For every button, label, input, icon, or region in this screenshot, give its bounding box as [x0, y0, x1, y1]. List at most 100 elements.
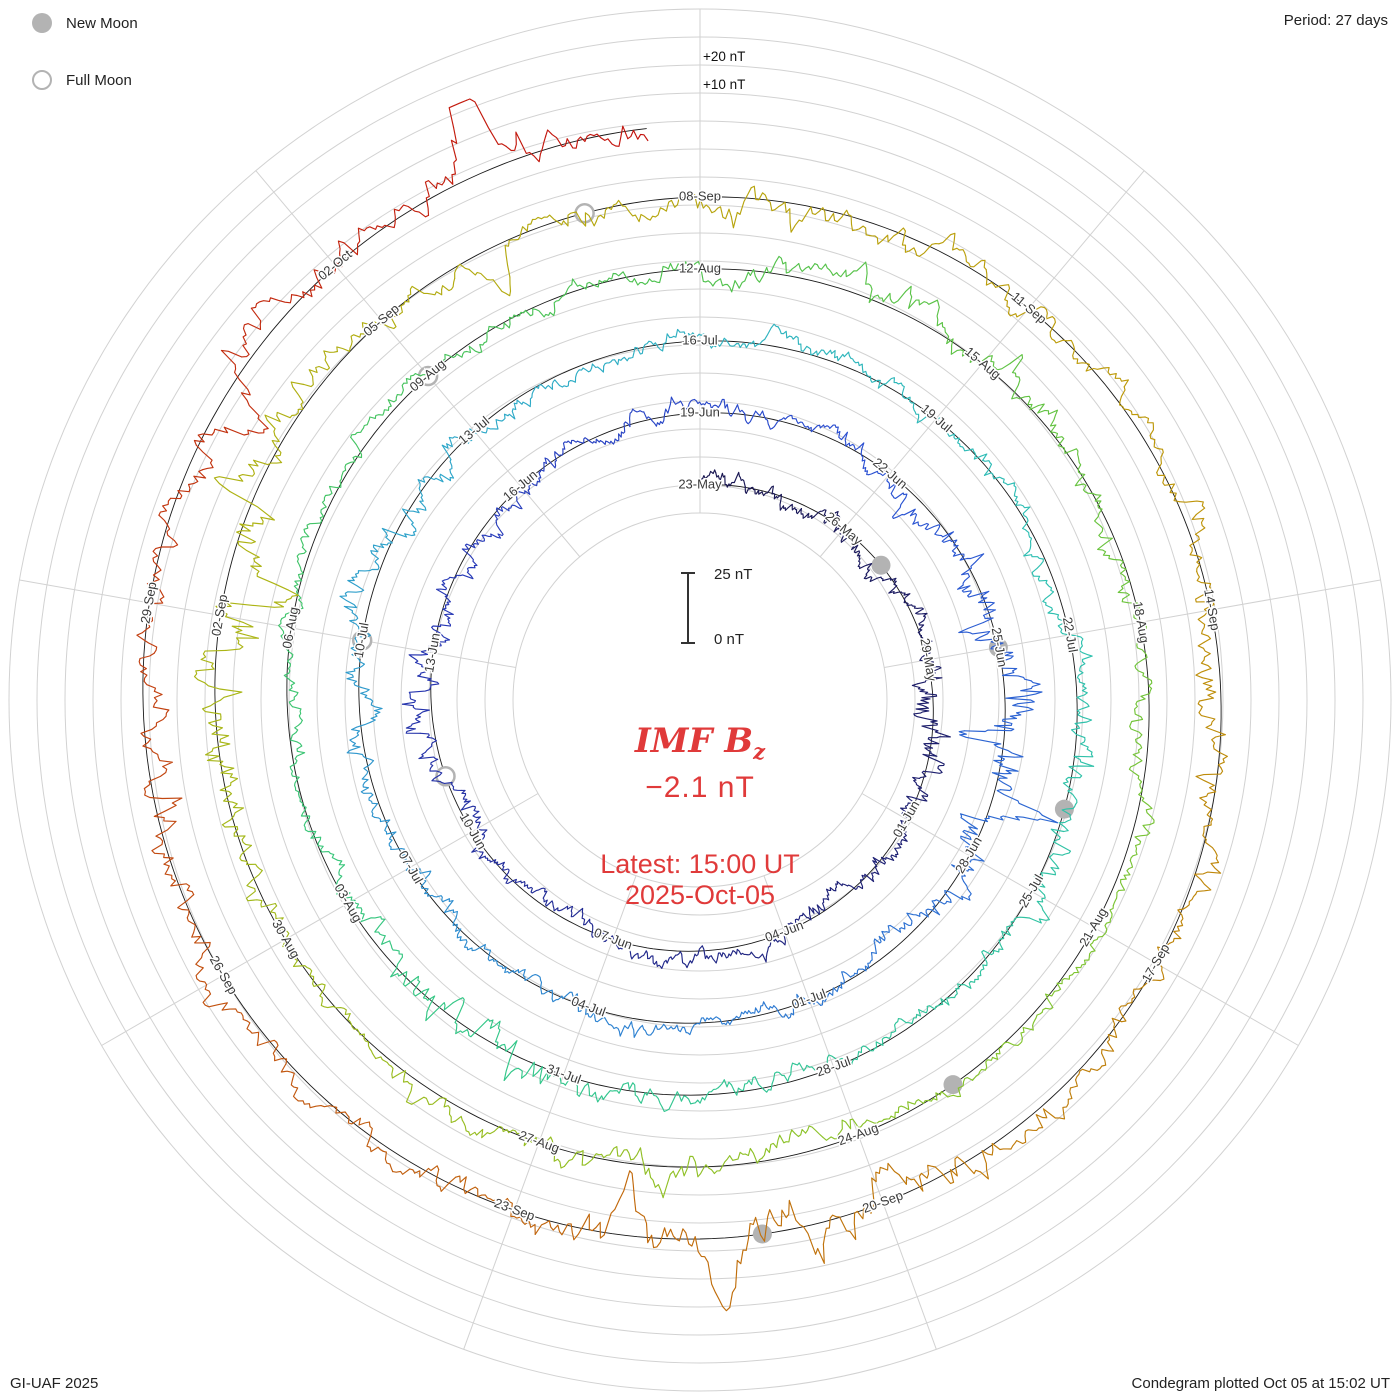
bz-trace-segment	[960, 978, 976, 989]
bz-trace-segment	[960, 349, 972, 363]
bz-trace-segment	[529, 388, 535, 408]
bz-trace-segment	[589, 438, 601, 444]
date-label: 27-Aug	[517, 1127, 562, 1155]
bz-trace-segment	[225, 637, 259, 651]
bz-trace-segment	[813, 509, 827, 518]
bz-trace-segment	[997, 777, 1013, 792]
imf-value: −2.1 nT	[645, 771, 755, 805]
bz-trace-segment	[804, 512, 815, 519]
bz-trace-segment	[146, 596, 165, 615]
bz-trace-segment	[360, 686, 372, 700]
bz-trace-segment	[897, 1101, 912, 1114]
bz-trace-segment	[866, 1118, 885, 1124]
bz-trace-segment	[924, 524, 941, 535]
bz-trace-segment	[954, 1156, 982, 1175]
bz-trace-segment	[153, 802, 177, 822]
bz-trace-segment	[272, 1041, 288, 1062]
bz-trace-segment	[944, 889, 971, 901]
bz-trace-segment	[904, 285, 920, 309]
bz-trace-segment	[729, 471, 740, 487]
bz-trace-segment	[1176, 908, 1184, 928]
bz-trace-segment	[1136, 642, 1148, 658]
bz-trace-segment	[1138, 979, 1161, 990]
bz-trace-segment	[1109, 373, 1129, 388]
bz-trace-segment	[809, 1064, 824, 1071]
bz-trace-segment	[888, 585, 902, 594]
bz-trace-segment	[991, 1142, 1012, 1156]
bz-trace-segment	[1120, 567, 1131, 582]
bz-trace-segment	[551, 994, 568, 1003]
bz-trace-segment	[562, 440, 569, 454]
bz-trace-segment	[571, 278, 588, 290]
bz-trace-segment	[683, 398, 695, 412]
bz-trace-segment	[1213, 748, 1228, 769]
bz-trace-segment	[520, 1216, 536, 1235]
bz-trace-segment	[921, 723, 939, 733]
date-label: 17-Sep	[1139, 941, 1173, 985]
bz-trace-segment	[414, 1165, 440, 1178]
bz-trace-segment	[1022, 506, 1031, 525]
bz-trace-segment	[460, 805, 480, 812]
date-label: 23-May	[678, 476, 722, 491]
bz-trace-segment	[798, 263, 816, 272]
bz-trace-segment	[461, 548, 478, 566]
bz-trace-segment	[890, 577, 898, 587]
bz-trace-segment	[744, 410, 757, 425]
bz-trace-segment	[401, 508, 420, 519]
bz-trace-segment	[655, 959, 667, 969]
bz-trace-segment	[366, 1135, 384, 1153]
bz-trace-segment	[390, 848, 408, 856]
bz-trace-segment	[350, 638, 358, 652]
bz-trace-segment	[941, 322, 950, 345]
bz-trace-segment	[991, 769, 1019, 779]
bz-trace-segment	[940, 1087, 962, 1098]
bz-trace-segment	[466, 564, 478, 572]
bz-trace-segment	[238, 379, 260, 417]
full-moon-marker	[417, 365, 439, 387]
bz-trace-segment	[569, 369, 580, 383]
bz-trace-segment	[402, 1076, 413, 1103]
bz-trace-segment	[639, 1024, 652, 1036]
bz-trace-segment	[151, 843, 174, 865]
bz-trace-segment	[958, 621, 991, 635]
bz-trace-segment	[513, 968, 526, 978]
bz-trace-segment	[1198, 712, 1216, 732]
bz-trace-segment	[1058, 816, 1072, 832]
grid-spoke	[763, 875, 937, 1350]
bz-trace-segment	[973, 450, 988, 461]
bz-trace-segment	[319, 995, 334, 1009]
bz-trace-segment	[784, 414, 797, 420]
bz-trace-segment	[853, 548, 861, 557]
bz-trace-segment	[514, 880, 526, 887]
bz-trace-segment	[239, 844, 252, 866]
bz-trace-segment	[337, 240, 359, 260]
bz-trace-segment	[505, 131, 531, 154]
bz-trace-segment	[927, 900, 941, 916]
bz-trace-segment	[1129, 718, 1144, 736]
bz-trace-segment	[788, 335, 802, 345]
bz-trace-segment	[346, 746, 367, 759]
bz-trace-segment	[1142, 672, 1153, 689]
bz-trace-segment	[220, 766, 239, 784]
credit-label: GI-UAF 2025	[10, 1375, 99, 1392]
bz-trace-segment	[734, 404, 746, 415]
bz-trace-segment	[407, 285, 425, 303]
bz-trace-segment	[381, 935, 393, 949]
bz-trace-segment	[1020, 1025, 1034, 1039]
bz-trace-segment	[332, 1005, 351, 1015]
bz-trace-segment	[1049, 853, 1060, 870]
bz-trace-segment	[419, 664, 431, 676]
bz-trace-segment	[591, 1091, 608, 1103]
bz-trace-segment	[844, 431, 854, 447]
bz-trace-segment	[919, 690, 938, 700]
bz-trace-segment	[1135, 734, 1143, 751]
bz-trace-segment	[303, 818, 317, 833]
bz-trace-segment	[634, 1088, 651, 1104]
bz-trace-segment	[1202, 821, 1212, 841]
bz-trace-segment	[900, 922, 913, 930]
full-moon-icon	[32, 70, 52, 90]
bz-trace-segment	[710, 337, 725, 349]
new-moon-marker	[752, 1224, 772, 1244]
bz-trace-segment	[371, 803, 378, 818]
bz-trace-segment	[202, 699, 222, 718]
